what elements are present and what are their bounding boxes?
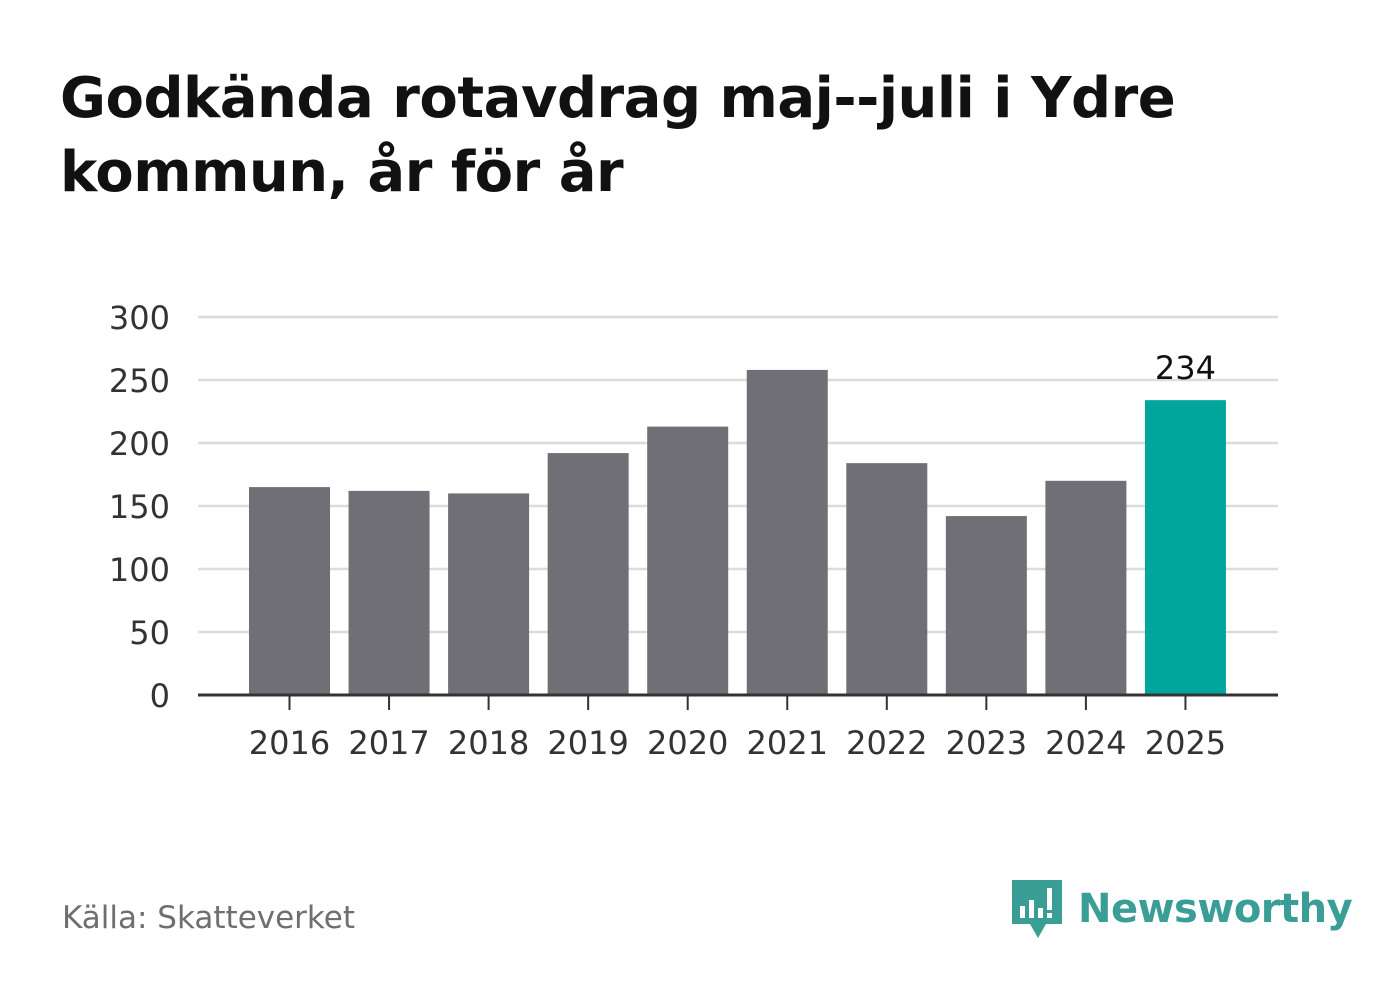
y-tick-label: 100 (109, 551, 170, 589)
brand-logo: Newsworthy (1012, 878, 1353, 940)
bar-2025 (1144, 400, 1226, 695)
y-tick-label: 150 (109, 488, 170, 526)
x-tick-label: 2017 (348, 724, 429, 762)
chart-title: Godkända rotavdrag maj--juli i Ydre komm… (60, 66, 1176, 205)
y-tick-label: 50 (129, 614, 170, 652)
bar-2021 (746, 369, 828, 695)
data-labels: 234 (1155, 349, 1216, 387)
x-tick-label: 2019 (547, 724, 628, 762)
y-tick-label: 0 (150, 677, 170, 715)
x-tick-label: 2025 (1145, 724, 1226, 762)
bars (249, 369, 1226, 695)
y-tick-label: 300 (109, 299, 170, 337)
bar-2024 (1045, 480, 1127, 695)
x-tick-label: 2023 (946, 724, 1027, 762)
bar-2019 (547, 453, 629, 695)
x-tick-label: 2018 (448, 724, 529, 762)
x-tick-label: 2020 (647, 724, 728, 762)
y-tick-label: 250 (109, 362, 170, 400)
x-tick-label: 2016 (249, 724, 330, 762)
bar-2023 (945, 516, 1027, 695)
bar-2016 (249, 487, 330, 695)
bar-2022 (846, 463, 928, 695)
x-tick-label: 2024 (1045, 724, 1126, 762)
bar-2018 (448, 493, 530, 695)
y-axis-ticks: 0 50 100 150 200 250 300 (109, 299, 170, 715)
bar-2020 (647, 426, 729, 695)
y-tick-label: 200 (109, 425, 170, 463)
x-axis-ticks: 2016 2017 2018 2019 2020 2021 2022 2023 2024 2025 (249, 695, 1226, 762)
newsworthy-logo-icon (1012, 880, 1062, 938)
x-tick-label: 2022 (846, 724, 927, 762)
brand-name: Newsworthy (1078, 886, 1353, 932)
source-note: Källa: Skatteverket (62, 900, 356, 936)
data-label: 234 (1155, 349, 1216, 387)
x-tick-label: 2021 (747, 724, 828, 762)
bar-2017 (348, 490, 430, 695)
